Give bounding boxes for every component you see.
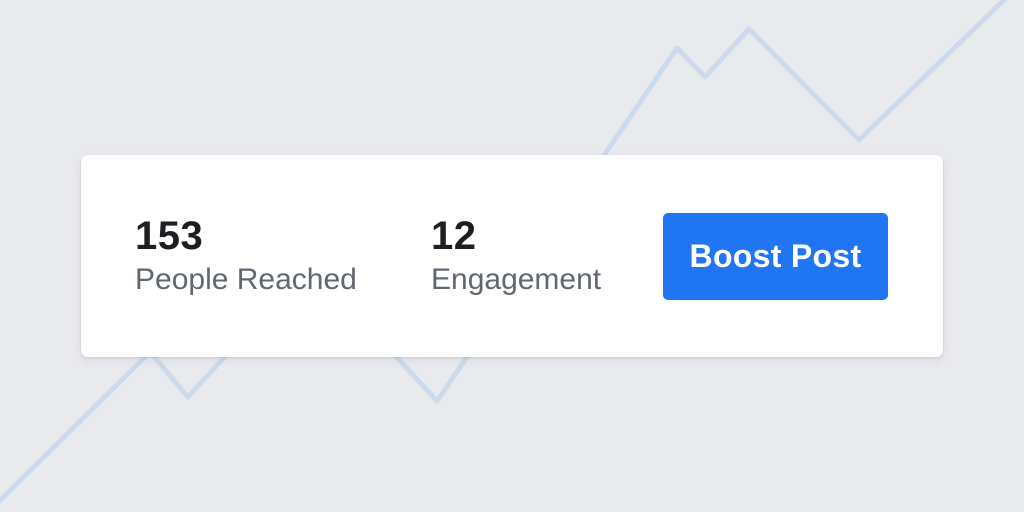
people-reached-value: 153 (135, 214, 204, 259)
people-reached-label: People Reached (135, 263, 357, 297)
engagement-value: 12 (431, 214, 477, 259)
stat-people-reached: 153 People Reached (135, 214, 431, 297)
engagement-label: Engagement (431, 263, 602, 297)
boost-post-card: 153 People Reached 12 Engagement Boost P… (81, 155, 943, 357)
stat-engagement: 12 Engagement (431, 214, 601, 297)
boost-post-button[interactable]: Boost Post (663, 212, 888, 300)
boost-post-button-label: Boost Post (689, 237, 862, 274)
